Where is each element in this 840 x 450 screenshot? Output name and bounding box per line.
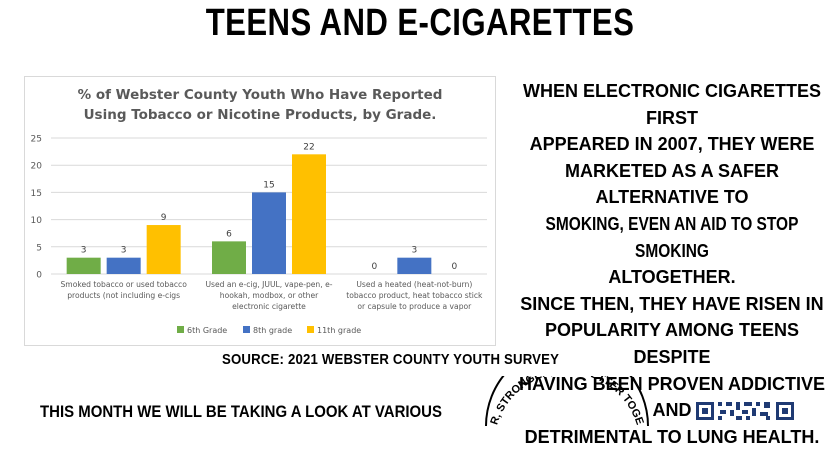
side-line: MARKETED AS A SAFER ALTERNATIVE TO [564,160,779,208]
seal-logo: R, STRONGER, AND BETTER TOGE [485,376,649,426]
data-label: 6 [226,229,232,239]
bar [292,154,326,274]
data-label: 3 [81,246,87,256]
legend-swatch [177,326,184,333]
side-line: DETRIMENTAL TO LUNG HEALTH. [524,426,820,447]
qr-code[interactable] [696,400,796,420]
legend-swatch [307,326,314,333]
data-label: 9 [161,213,167,223]
seal-text: R, STRONGER, AND BETTER TOGE [488,376,645,426]
x-tick-label: electronic cigarette [232,302,306,311]
data-label: 0 [451,262,457,272]
x-tick-label: Used an e-cig, JUUL, vape-pen, e- [206,280,333,289]
data-label: 15 [263,180,274,190]
legend-label: 11th grade [317,326,361,335]
source-caption: SOURCE: 2021 WEBSTER COUNTY YOUTH SURVEY [222,351,560,368]
bar [146,225,181,274]
y-tick-label: 10 [31,216,43,226]
side-line: HAVING BEEN PROVEN ADDICTIVE AND [518,373,826,421]
x-tick-label: hookah, modbox, or other [220,291,319,300]
chart-title: % of Webster County Youth Who Have Repor… [78,87,443,103]
bar [106,257,141,274]
side-line: APPEARED IN 2007, THEY WERE [529,134,815,155]
page-title: TEENS AND E-CIGARETTES [205,2,635,44]
legend-swatch [243,326,250,333]
legend-label: 6th Grade [187,326,227,335]
data-label: 3 [411,246,417,256]
side-line: POPULARITY AMONG TEENS DESPITE [544,320,800,367]
side-line: SINCE THEN, THEY HAVE RISEN IN [520,293,824,314]
svg-text:R, STRONGER, AND BETTER TOGE: R, STRONGER, AND BETTER TOGE [488,376,645,426]
bottom-teaser: THIS MONTH WE WILL BE TAKING A LOOK AT V… [40,402,442,421]
side-line: ALTOGETHER. [608,267,736,288]
side-line: SMOKING, EVEN AN AID TO STOP SMOKING [545,213,799,261]
x-tick-label: Used a heated (heat-not-burn) [356,280,472,289]
bar-chart: % of Webster County Youth Who Have Repor… [31,87,487,335]
side-line: WHEN ELECTRONIC CIGARETTES FIRST [522,81,821,128]
y-tick-label: 5 [36,243,42,253]
x-tick-label: products (not including e-cigs [67,291,180,300]
data-label: 3 [121,246,127,256]
x-tick-label: Smoked tobacco or used tobacco [60,280,187,289]
y-tick-label: 20 [31,162,43,172]
y-tick-label: 15 [31,189,42,199]
bar [397,257,432,274]
bar [66,257,101,274]
y-tick-label: 0 [36,271,42,281]
chart-panel: % of Webster County Youth Who Have Repor… [24,76,496,346]
legend-label: 8th grade [253,326,292,335]
bar [252,192,286,274]
chart-title: Using Tobacco or Nicotine Products, by G… [84,107,437,123]
data-label: 0 [371,262,377,272]
y-tick-label: 25 [31,135,42,145]
x-tick-label: tobacco product, heat tobacco stick [346,291,483,300]
x-tick-label: or capsule to produce a vapor [357,302,472,311]
data-label: 22 [303,142,314,152]
bar [212,241,246,274]
